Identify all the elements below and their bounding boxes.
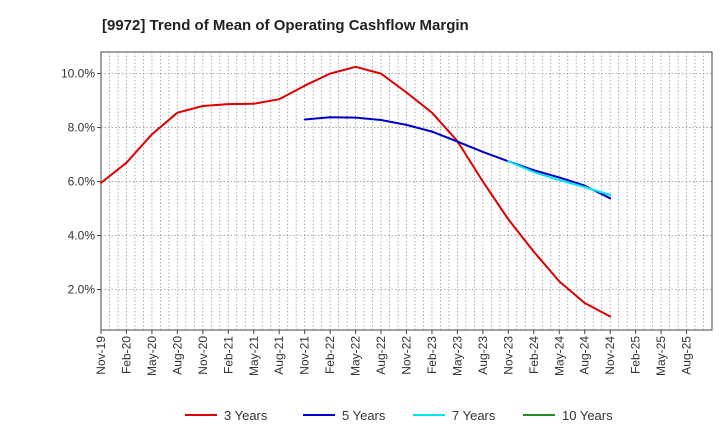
- chart-title: [9972] Trend of Mean of Operating Cashfl…: [102, 17, 469, 34]
- y-tick-label: 10.0%: [61, 67, 95, 81]
- x-tick-label: Aug-20: [170, 336, 184, 375]
- x-tick-label: Feb-25: [629, 336, 643, 374]
- x-axis: Nov-19 Feb-20 May-20 Aug-20 Nov-20 Feb-21 May-…: [94, 330, 694, 376]
- x-tick-label: Nov-20: [196, 336, 210, 375]
- legend-label: 5 Years: [342, 408, 386, 423]
- x-tick-label: Aug-24: [578, 336, 592, 375]
- x-tick-label: Feb-24: [527, 336, 541, 374]
- series-lines: [100, 65, 612, 318]
- legend-label: 3 Years: [224, 408, 268, 423]
- x-tick-label: Feb-21: [221, 336, 235, 374]
- x-tick-label: Nov-22: [400, 336, 414, 375]
- x-tick-label: Aug-23: [476, 336, 490, 375]
- x-tick-label: Nov-21: [298, 336, 312, 375]
- x-tick-label: May-25: [654, 336, 668, 376]
- x-tick-label: May-21: [247, 336, 261, 376]
- x-tick-label: Feb-22: [323, 336, 337, 374]
- y-tick-label: 6.0%: [68, 175, 96, 189]
- x-tick-label: Aug-25: [680, 336, 694, 375]
- legend-label: 7 Years: [452, 408, 496, 423]
- series-line-3-years: [100, 65, 612, 318]
- x-tick-label: Feb-20: [119, 336, 133, 374]
- x-tick-label: May-24: [552, 336, 566, 376]
- legend-label: 10 Years: [562, 408, 613, 423]
- x-tick-label: Aug-21: [272, 336, 286, 375]
- x-tick-label: May-20: [145, 336, 159, 376]
- legend: 3 Years 5 Years 7 Years 10 Years: [185, 408, 613, 423]
- y-tick-label: 8.0%: [68, 121, 96, 135]
- x-tick-label: Aug-22: [374, 336, 388, 375]
- y-tick-label: 4.0%: [68, 229, 96, 243]
- x-tick-label: May-23: [450, 336, 464, 376]
- y-axis: 2.0% 4.0% 6.0% 8.0% 10.0%: [61, 67, 101, 297]
- x-tick-label: Nov-24: [603, 336, 617, 375]
- series-line-5-years: [303, 116, 612, 200]
- series-line-7-years: [507, 160, 612, 196]
- x-tick-label: May-22: [349, 336, 363, 376]
- x-tick-label: Nov-23: [501, 336, 515, 375]
- y-tick-label: 2.0%: [68, 283, 96, 297]
- x-tick-label: Feb-23: [425, 336, 439, 374]
- grid-lines: [101, 52, 712, 330]
- x-tick-label: Nov-19: [94, 336, 108, 375]
